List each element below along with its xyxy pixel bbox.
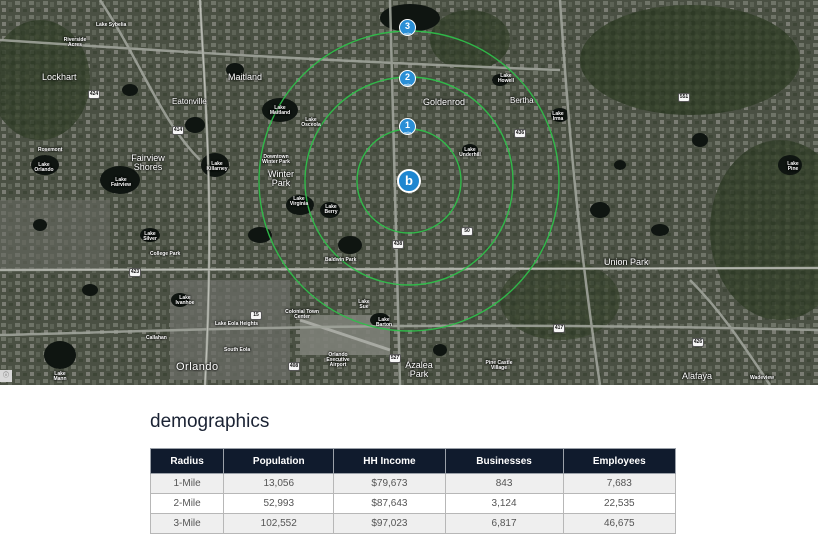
road-shield: 551 [678, 93, 690, 102]
radius-pin-1-mile[interactable]: 1 mile [399, 118, 416, 135]
section-title: demographics [150, 411, 270, 432]
lake-label: Lake Maitland [269, 105, 291, 116]
road-shield: 15 [250, 311, 262, 320]
table-cell: 843 [444, 473, 564, 494]
place-label: Lockhart [42, 72, 77, 82]
table-row: 3-Mile 102,552 $97,023 6,817 46,675 [149, 513, 677, 534]
table-row: 2-Mile 52,993 $87,643 3,124 22,535 [149, 493, 677, 514]
table-cell: 13,056 [223, 473, 335, 494]
place-label: Fairview Shores [131, 153, 165, 172]
lake-label: Lake Osceola [301, 117, 321, 128]
table-cell: 52,993 [223, 493, 335, 514]
lake-label: Lake Mann [53, 371, 67, 382]
table-cell: 46,675 [562, 513, 677, 534]
place-label: Orlando [176, 361, 219, 373]
radius-pin-number: 2 [404, 72, 410, 82]
lake-label: Lake Sue [358, 299, 370, 310]
place-label: Rosemont [38, 147, 63, 153]
road-shield: 414 [172, 126, 184, 135]
road-shield: 424 [88, 90, 100, 99]
place-label: Baldwin Park [325, 257, 357, 263]
place-label: Colonial Town Center [285, 309, 319, 320]
road-shield: 50 [461, 227, 473, 236]
place-label: Lake Eola Heights [215, 321, 259, 327]
table-cell: 6,817 [444, 513, 564, 534]
place-label: Maitland [228, 72, 263, 82]
lake-label: Lake Fairview [110, 177, 131, 188]
table-cell: 22,535 [562, 493, 677, 514]
column-header: HH Income [333, 448, 446, 474]
place-label: Downtown Winter Park [262, 154, 290, 165]
table-cell: 7,683 [562, 473, 677, 494]
place-label: Riverside Acres [63, 37, 87, 48]
place-label: Winter Park [267, 169, 294, 188]
column-header: Population [223, 448, 335, 474]
radius-pin-3-mile[interactable]: 3 mile [399, 19, 416, 36]
lake-label: Lake Ivanhoe [175, 295, 195, 306]
place-label: Eatonville [172, 97, 207, 106]
table-cell: 3-Mile [149, 513, 225, 534]
table-cell: $97,023 [333, 513, 446, 534]
place-label: Wadeview [750, 375, 774, 381]
lake-label: Lake Killarney [206, 161, 228, 172]
road-shield: 436 [514, 129, 526, 138]
place-label: Callahan [146, 335, 167, 341]
demographics-table: Radius Population HH Income Businesses E… [149, 448, 677, 534]
aerial-map[interactable]: Lockhart Maitland Eatonville Goldenrod B… [0, 0, 818, 385]
radius-pin-number: 1 [404, 120, 410, 130]
place-label: Union Park [604, 257, 649, 267]
radius-pin-unit: mile [403, 130, 412, 135]
road-shield: 408 [288, 362, 300, 371]
table-cell: 1-Mile [149, 473, 225, 494]
radius-pin-unit: mile [403, 31, 412, 36]
radius-pin-number: 3 [404, 21, 410, 31]
place-label: South Eola [224, 347, 251, 353]
place-label: Goldenrod [423, 97, 466, 107]
place-label: College Park [150, 251, 181, 257]
place-label: Pine Castle Village [485, 360, 513, 371]
road-shield: 423 [129, 268, 141, 277]
place-label: Orlando Executive Airport [326, 352, 350, 368]
lake-label: Lake Berry [324, 204, 338, 215]
site-location-marker[interactable]: b [397, 169, 421, 193]
lake-label: Lake Barton [375, 317, 393, 328]
column-header: Radius [149, 448, 225, 474]
lake-label: Lake Underhill [459, 147, 481, 158]
table-cell: 2-Mile [149, 493, 225, 514]
place-label: Lake Sybelia [96, 22, 127, 28]
radius-pin-unit: mile [403, 82, 412, 87]
table-cell: $79,673 [333, 473, 446, 494]
place-label: Bertha [510, 96, 534, 105]
lake-label: Lake Silver [143, 231, 157, 242]
table-row: 1-Mile 13,056 $79,673 843 7,683 [149, 473, 677, 494]
map-imagery [0, 0, 818, 385]
table-cell: 102,552 [223, 513, 335, 534]
column-header: Businesses [444, 448, 564, 474]
road-shield: 417 [553, 324, 565, 333]
map-info-icon[interactable]: ⓘ [0, 370, 12, 382]
table-cell: $87,643 [333, 493, 446, 514]
place-label: Azalea Park [405, 360, 433, 379]
lake-label: Lake Pine [787, 161, 799, 172]
lake-label: Lake Irma [552, 111, 564, 122]
road-shield: 438 [392, 240, 404, 249]
road-shield: 426 [692, 338, 704, 347]
table-cell: 3,124 [444, 493, 564, 514]
column-header: Employees [562, 448, 677, 474]
place-label: Alafaya [682, 371, 713, 381]
lake-label: Lake Virginia [289, 196, 309, 207]
lake-label: Lake Orlando [34, 162, 54, 173]
lake-label: Lake Howell [497, 73, 515, 84]
radius-pin-2-mile[interactable]: 2 mile [399, 70, 416, 87]
table-header-row: Radius Population HH Income Businesses E… [149, 448, 677, 474]
road-shield: 527 [389, 354, 401, 363]
